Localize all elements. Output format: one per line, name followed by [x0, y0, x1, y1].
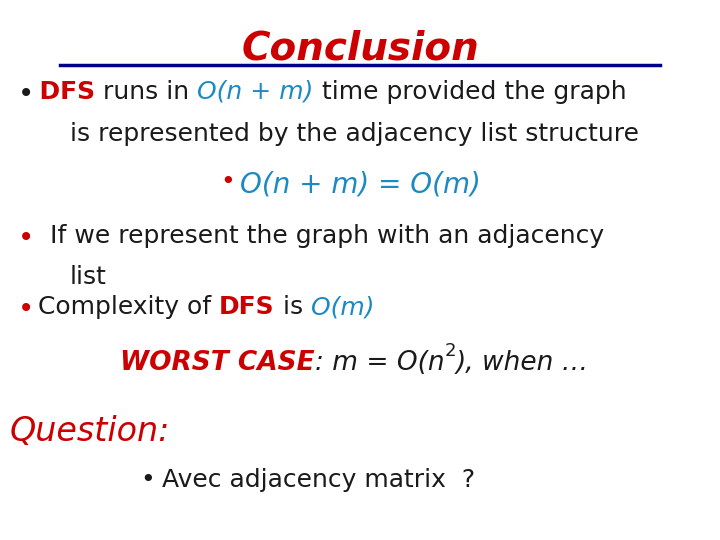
Text: is: is [275, 295, 311, 319]
Text: •: • [18, 80, 35, 108]
Text: DFS: DFS [22, 80, 95, 104]
Text: : m = O(n: : m = O(n [315, 350, 444, 376]
Text: WORST CASE: WORST CASE [120, 350, 315, 376]
Text: ), when …: ), when … [456, 350, 589, 376]
Text: •: • [220, 170, 235, 194]
Text: O(n + m): O(n + m) [197, 80, 314, 104]
Text: Question:: Question: [10, 415, 171, 448]
Text: Avec adjacency matrix  ?: Avec adjacency matrix ? [162, 468, 475, 492]
Text: •: • [18, 224, 35, 252]
Text: runs in: runs in [95, 80, 197, 104]
Text: •: • [18, 295, 35, 323]
Text: •: • [140, 468, 155, 492]
Text: 2: 2 [444, 342, 456, 360]
Text: If we represent the graph with an adjacency: If we represent the graph with an adjace… [50, 224, 604, 248]
Text: is represented by the adjacency list structure: is represented by the adjacency list str… [70, 122, 639, 146]
Text: DFS: DFS [219, 295, 275, 319]
Text: Conclusion: Conclusion [241, 30, 479, 68]
Text: time provided the graph: time provided the graph [314, 80, 626, 104]
Text: list: list [70, 265, 107, 289]
Text: O(m): O(m) [311, 295, 374, 319]
Text: Complexity of: Complexity of [22, 295, 219, 319]
Text: O(n + m) = O(m): O(n + m) = O(m) [240, 170, 481, 198]
